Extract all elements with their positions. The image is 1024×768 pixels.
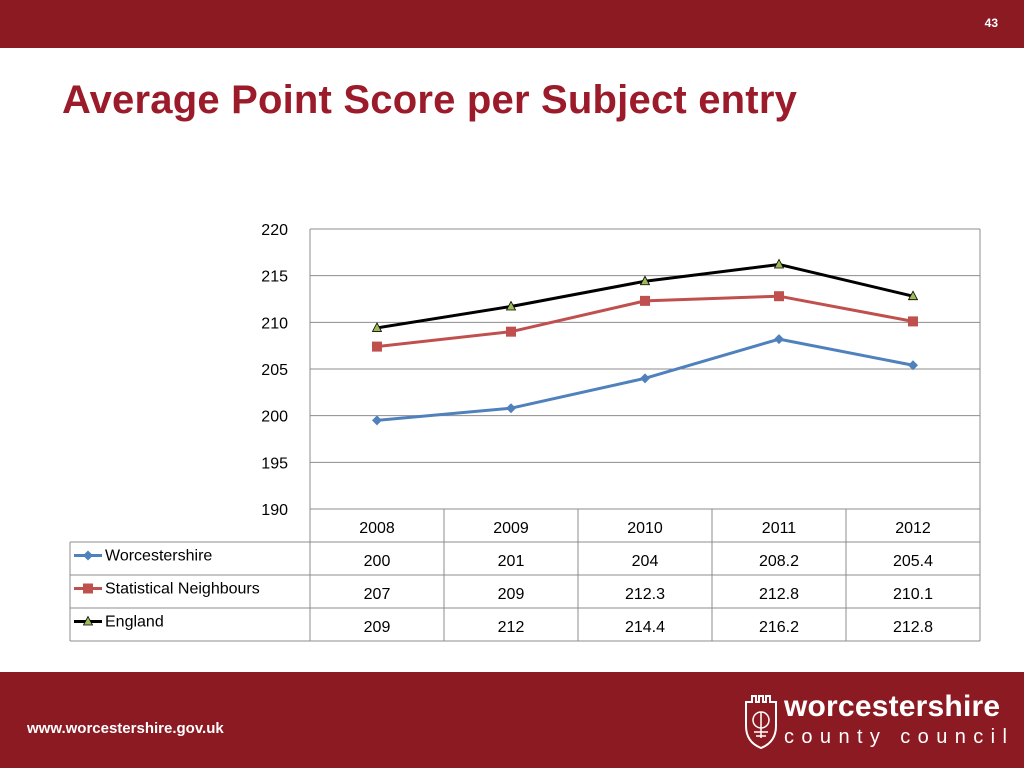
y-tick-label: 195: [261, 455, 288, 472]
data-point: [774, 334, 784, 345]
data-point: [505, 300, 517, 311]
y-tick-label: 220: [261, 222, 288, 239]
x-tick-label: 2011: [762, 520, 797, 537]
data-label: 209: [364, 619, 391, 636]
data-label: 209: [498, 586, 525, 603]
data-label: 210.1: [893, 586, 933, 603]
x-tick-label: 2008: [359, 520, 395, 537]
top-bar: 43: [0, 0, 1024, 48]
data-label: 204: [632, 553, 659, 570]
data-label: 205.4: [893, 553, 933, 570]
legend-entry: Statistical Neighbours: [105, 581, 260, 598]
data-label: 212.3: [625, 586, 665, 603]
logo-line1: worcestershire: [784, 690, 1001, 723]
data-label: 212: [498, 619, 525, 636]
data-point: [907, 290, 919, 301]
data-label: 208.2: [759, 553, 799, 570]
data-label: 200: [364, 553, 391, 570]
data-label: 214.4: [625, 619, 665, 636]
y-tick-label: 200: [261, 409, 288, 426]
legend-key-marker: [83, 550, 93, 561]
data-point: [640, 373, 650, 384]
data-point: [639, 275, 651, 286]
data-point: [773, 258, 785, 269]
legend-entry: England: [105, 614, 164, 631]
legend-key-marker: [83, 583, 93, 594]
data-label: 216.2: [759, 619, 799, 636]
legend-entry: Worcestershire: [105, 548, 212, 565]
data-point: [506, 326, 516, 337]
data-point: [372, 415, 382, 426]
x-tick-label: 2012: [895, 520, 931, 537]
data-label: 212.8: [893, 619, 933, 636]
x-tick-label: 2010: [627, 520, 663, 537]
data-point: [908, 360, 918, 371]
data-label: 207: [364, 586, 391, 603]
data-point: [908, 316, 918, 327]
page-title: Average Point Score per Subject entry: [62, 78, 798, 122]
footer-url[interactable]: www.worcestershire.gov.uk: [27, 720, 224, 737]
legend-key-marker: [82, 615, 94, 626]
data-label: 201: [498, 553, 525, 570]
footer: www.worcestershire.gov.uk worcestershire…: [0, 672, 1024, 768]
line-chart: 190 195 200 205 210 215 220 2008 2009 2010 2011 201…: [69, 222, 981, 642]
data-label: 212.8: [759, 586, 799, 603]
slide-number: 43: [984, 16, 998, 30]
x-tick-label: 2009: [493, 520, 529, 537]
logo-line2: county council: [784, 726, 1015, 748]
data-point: [640, 295, 650, 306]
data-point: [774, 291, 784, 302]
crest-icon: [745, 695, 777, 750]
y-tick-label: 190: [261, 502, 288, 519]
data-point: [372, 341, 382, 352]
y-tick-label: 210: [261, 315, 288, 332]
data-point: [371, 322, 383, 332]
y-tick-label: 205: [261, 362, 288, 379]
y-tick-label: 215: [261, 269, 288, 286]
data-point: [506, 403, 516, 414]
council-logo: worcestershire county council: [742, 690, 1012, 754]
